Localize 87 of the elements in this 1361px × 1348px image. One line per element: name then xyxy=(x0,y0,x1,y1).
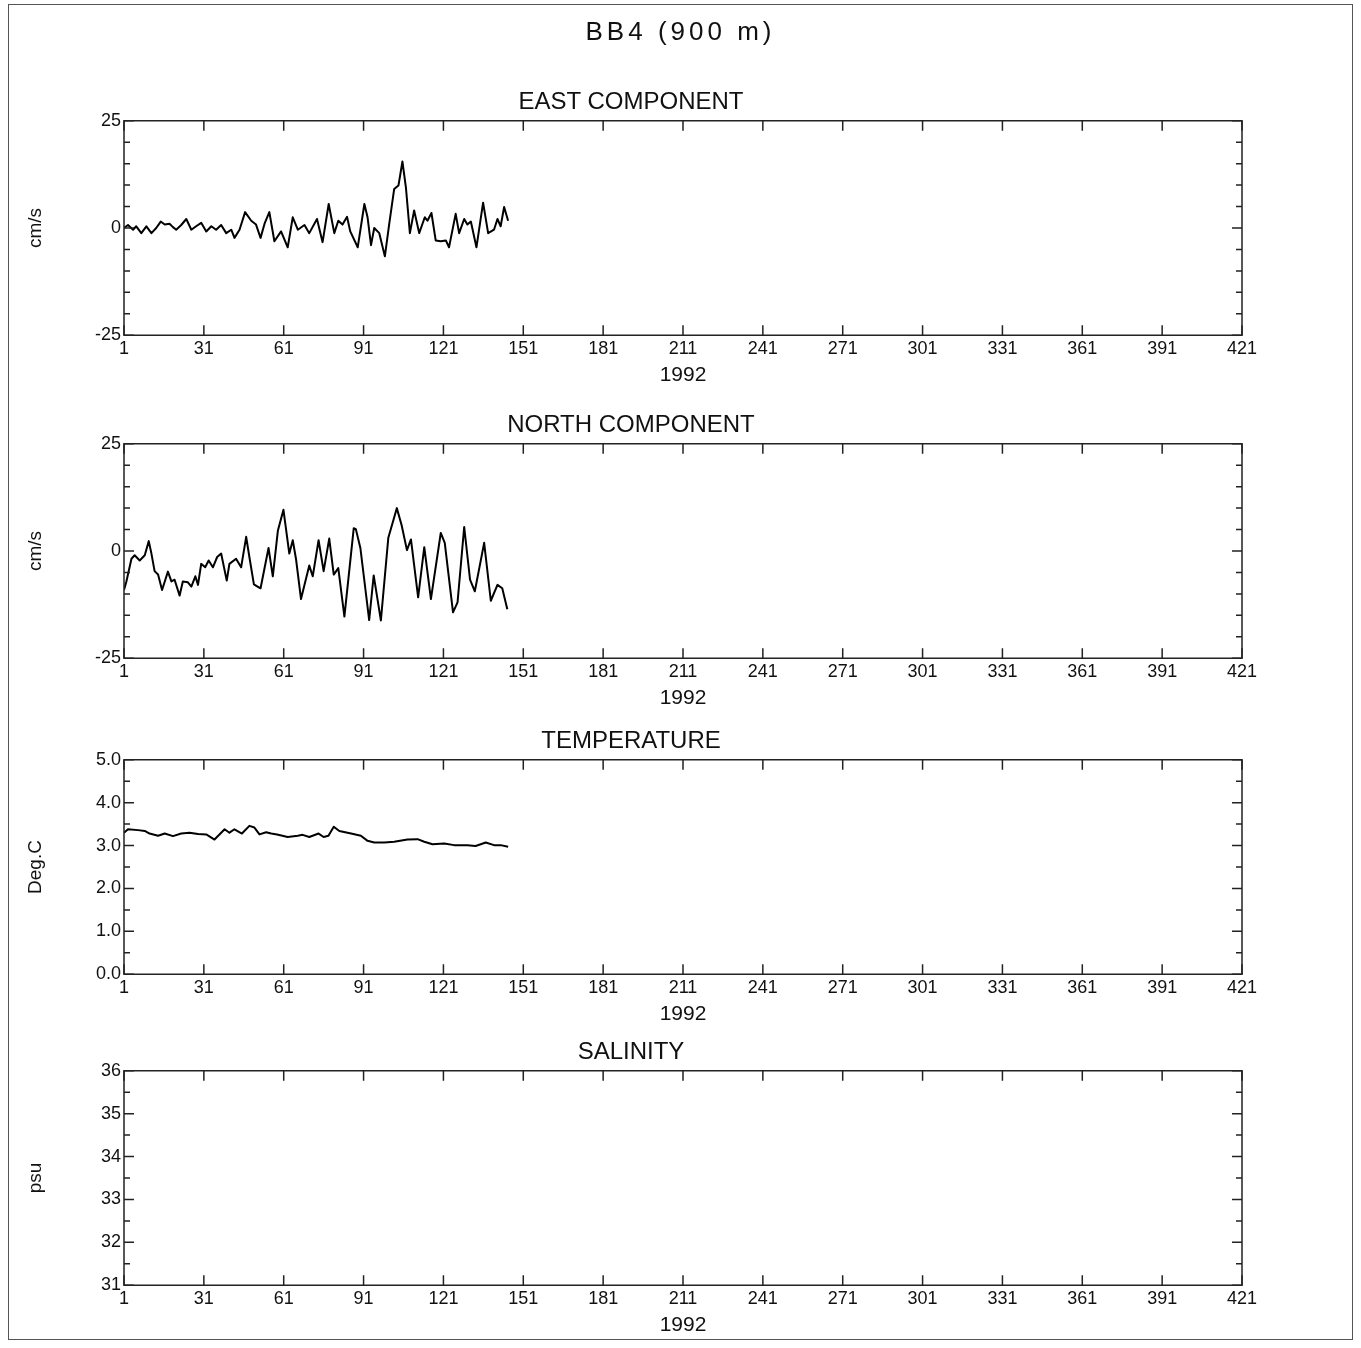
y-tick-label: 32 xyxy=(100,1231,121,1252)
x-tick-label: 151 xyxy=(508,337,539,358)
x-axis-title: 1992 xyxy=(659,1001,707,1025)
x-tick-label: 91 xyxy=(353,337,374,358)
x-tick-label: 241 xyxy=(747,1287,778,1308)
x-tick-label: 151 xyxy=(508,1287,539,1308)
y-tick-label: 25 xyxy=(100,432,121,453)
x-tick-label: 31 xyxy=(193,1287,214,1308)
x-tick-label: 391 xyxy=(1147,1287,1178,1308)
x-tick-label: 421 xyxy=(1226,337,1258,358)
x-tick-label: 91 xyxy=(353,1287,374,1308)
y-tick-label: 36 xyxy=(100,1059,121,1080)
x-tick-label: 331 xyxy=(987,976,1018,997)
x-tick-label: 271 xyxy=(827,1287,858,1308)
x-tick-label: 121 xyxy=(428,976,459,997)
x-tick-label: 361 xyxy=(1067,976,1098,997)
x-tick-label: 241 xyxy=(747,976,778,997)
y-tick-label: 31 xyxy=(100,1274,121,1295)
x-tick-label: 421 xyxy=(1226,976,1258,997)
x-tick-label: 61 xyxy=(273,660,294,681)
x-axis-title: 1992 xyxy=(659,362,707,386)
y-tick-label: -25 xyxy=(94,324,121,345)
x-tick-label: 391 xyxy=(1147,976,1178,997)
x-tick-label: 151 xyxy=(508,660,539,681)
x-tick-label: 181 xyxy=(588,337,619,358)
chart-title: NORTH COMPONENT xyxy=(507,410,756,438)
x-tick-label: 301 xyxy=(907,660,938,681)
x-tick-label: 121 xyxy=(428,337,459,358)
y-tick-label: 2.0 xyxy=(95,877,121,898)
y-tick-label: 5.0 xyxy=(95,748,121,769)
x-tick-label: 361 xyxy=(1067,1287,1098,1308)
chart-title: EAST COMPONENT xyxy=(518,87,744,115)
y-tick-label: 33 xyxy=(100,1188,121,1209)
x-tick-label: 391 xyxy=(1147,337,1178,358)
y-axis-title: cm/s xyxy=(23,530,45,572)
x-tick-label: 301 xyxy=(907,337,938,358)
x-axis-title: 1992 xyxy=(659,685,707,709)
x-tick-label: 211 xyxy=(668,1287,698,1308)
chart-title: SALINITY xyxy=(577,1037,685,1065)
text: BB4 (900 m) xyxy=(584,16,777,47)
chart-title: TEMPERATURE xyxy=(541,726,721,754)
y-tick-label: 4.0 xyxy=(95,791,121,812)
y-axis-title: Deg.C xyxy=(23,840,45,894)
x-tick-label: 361 xyxy=(1067,660,1098,681)
y-tick-label: -25 xyxy=(94,647,121,668)
x-tick-label: 331 xyxy=(987,337,1018,358)
x-tick-label: 31 xyxy=(193,337,214,358)
y-tick-label: 35 xyxy=(100,1102,121,1123)
y-tick-label: 34 xyxy=(100,1145,121,1166)
x-tick-label: 121 xyxy=(428,1287,459,1308)
x-tick-label: 61 xyxy=(273,1287,294,1308)
x-tick-label: 271 xyxy=(827,976,858,997)
x-tick-label: 91 xyxy=(353,660,374,681)
x-tick-label: 301 xyxy=(907,1287,938,1308)
x-tick-label: 421 xyxy=(1226,660,1258,681)
x-tick-label: 271 xyxy=(827,337,858,358)
y-tick-label: 25 xyxy=(100,109,121,130)
y-axis-title: psu xyxy=(23,1162,45,1194)
x-tick-label: 331 xyxy=(987,1287,1018,1308)
x-tick-label: 241 xyxy=(747,337,778,358)
y-tick-label: 0.0 xyxy=(95,963,121,984)
x-tick-label: 181 xyxy=(588,1287,619,1308)
y-axis-title: cm/s xyxy=(23,207,45,249)
x-tick-label: 151 xyxy=(508,976,539,997)
y-tick-label: 3.0 xyxy=(95,834,121,855)
y-tick-label: 1.0 xyxy=(95,920,121,941)
y-tick-label: 0 xyxy=(110,539,121,560)
x-tick-label: 331 xyxy=(987,660,1018,681)
x-tick-label: 271 xyxy=(827,660,858,681)
x-tick-label: 31 xyxy=(193,976,214,997)
x-tick-label: 421 xyxy=(1226,1287,1258,1308)
x-tick-label: 211 xyxy=(668,660,698,681)
x-tick-label: 181 xyxy=(588,660,619,681)
x-tick-label: 181 xyxy=(588,976,619,997)
x-tick-label: 121 xyxy=(428,660,459,681)
x-tick-label: 31 xyxy=(193,660,214,681)
x-tick-label: 91 xyxy=(353,976,374,997)
x-tick-label: 241 xyxy=(747,660,778,681)
x-tick-label: 61 xyxy=(273,976,294,997)
y-tick-label: 0 xyxy=(110,216,121,237)
x-tick-label: 211 xyxy=(668,976,698,997)
x-axis-title: 1992 xyxy=(659,1312,707,1336)
x-tick-label: 391 xyxy=(1147,660,1178,681)
x-tick-label: 301 xyxy=(907,976,938,997)
x-tick-label: 61 xyxy=(273,337,294,358)
x-tick-label: 211 xyxy=(668,337,698,358)
x-tick-label: 361 xyxy=(1067,337,1098,358)
